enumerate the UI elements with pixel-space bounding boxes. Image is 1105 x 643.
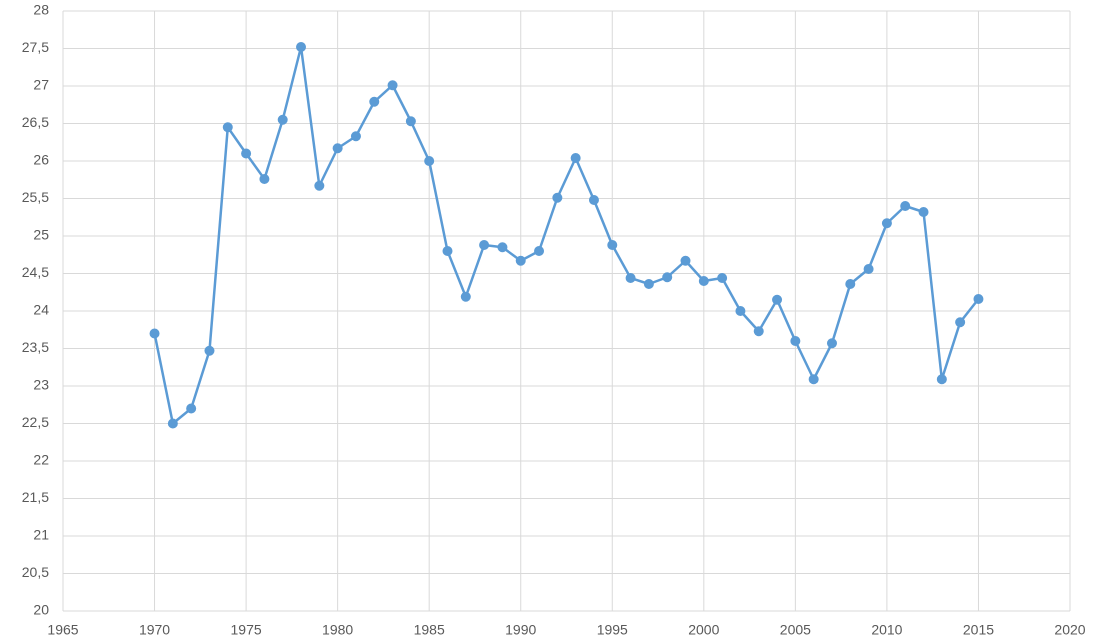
y-tick-label: 25,5 (22, 189, 49, 205)
data-point (497, 242, 508, 253)
data-point (625, 273, 636, 283)
y-tick-label: 20 (33, 602, 49, 618)
data-point (332, 143, 343, 154)
y-tick-label: 24,5 (22, 264, 49, 280)
data-point (845, 279, 856, 289)
data-point (808, 374, 819, 385)
x-tick-label: 1970 (139, 622, 170, 638)
data-point (369, 96, 380, 107)
x-tick-label: 1990 (505, 622, 536, 638)
x-tick-label: 2015 (963, 622, 994, 638)
data-point (479, 240, 490, 250)
data-point (735, 306, 746, 316)
data-point (918, 207, 929, 217)
data-point (442, 246, 453, 256)
y-tick-label: 23 (33, 377, 49, 393)
data-point (534, 246, 545, 256)
y-tick-label: 23,5 (22, 339, 49, 355)
data-point (387, 80, 398, 91)
y-tick-label: 25 (33, 227, 49, 243)
data-point (772, 294, 783, 305)
data-point (753, 326, 764, 337)
y-tick-label: 28 (33, 2, 49, 18)
data-point (259, 174, 270, 184)
y-tick-label: 24 (33, 302, 49, 318)
data-point (204, 345, 215, 356)
x-tick-label: 1985 (414, 622, 445, 638)
data-point (936, 374, 947, 385)
data-point (955, 317, 966, 328)
y-tick-label: 27,5 (22, 39, 49, 55)
data-point (717, 273, 728, 283)
data-point (241, 148, 252, 159)
data-point (662, 272, 673, 283)
data-point (167, 418, 178, 429)
x-tick-label: 1965 (47, 622, 78, 638)
y-tick-label: 26 (33, 152, 49, 168)
data-point (424, 156, 435, 166)
data-point (973, 294, 984, 304)
x-tick-label: 2005 (780, 622, 811, 638)
x-tick-label: 2010 (871, 622, 902, 638)
data-point (588, 195, 599, 205)
data-point (881, 218, 892, 229)
data-point (277, 114, 288, 125)
data-point (680, 255, 691, 266)
x-tick-label: 1980 (322, 622, 353, 638)
data-point (515, 255, 526, 266)
data-point (460, 291, 471, 302)
x-tick-label: 1995 (597, 622, 628, 638)
y-tick-label: 22,5 (22, 414, 49, 430)
x-tick-label: 1975 (231, 622, 262, 638)
data-point (570, 153, 581, 163)
data-point (826, 338, 837, 349)
data-point (790, 336, 801, 346)
data-point (314, 180, 325, 191)
y-tick-label: 22 (33, 452, 49, 468)
data-point (405, 116, 416, 127)
data-point (149, 328, 160, 339)
data-point (643, 279, 654, 289)
data-point (350, 131, 361, 142)
data-point (698, 276, 709, 286)
data-point (552, 192, 563, 203)
x-tick-label: 2020 (1054, 622, 1085, 638)
x-tick-label: 2000 (688, 622, 719, 638)
data-point (607, 240, 618, 250)
y-tick-label: 27 (33, 77, 49, 93)
data-point (222, 122, 233, 133)
data-point (863, 264, 874, 274)
data-point (186, 403, 197, 414)
y-tick-label: 21 (33, 527, 49, 543)
data-point (296, 42, 307, 52)
y-tick-label: 20,5 (22, 564, 49, 580)
y-tick-label: 26,5 (22, 114, 49, 130)
data-line (153, 45, 980, 425)
data-point (900, 201, 911, 211)
y-tick-label: 21,5 (22, 489, 49, 505)
